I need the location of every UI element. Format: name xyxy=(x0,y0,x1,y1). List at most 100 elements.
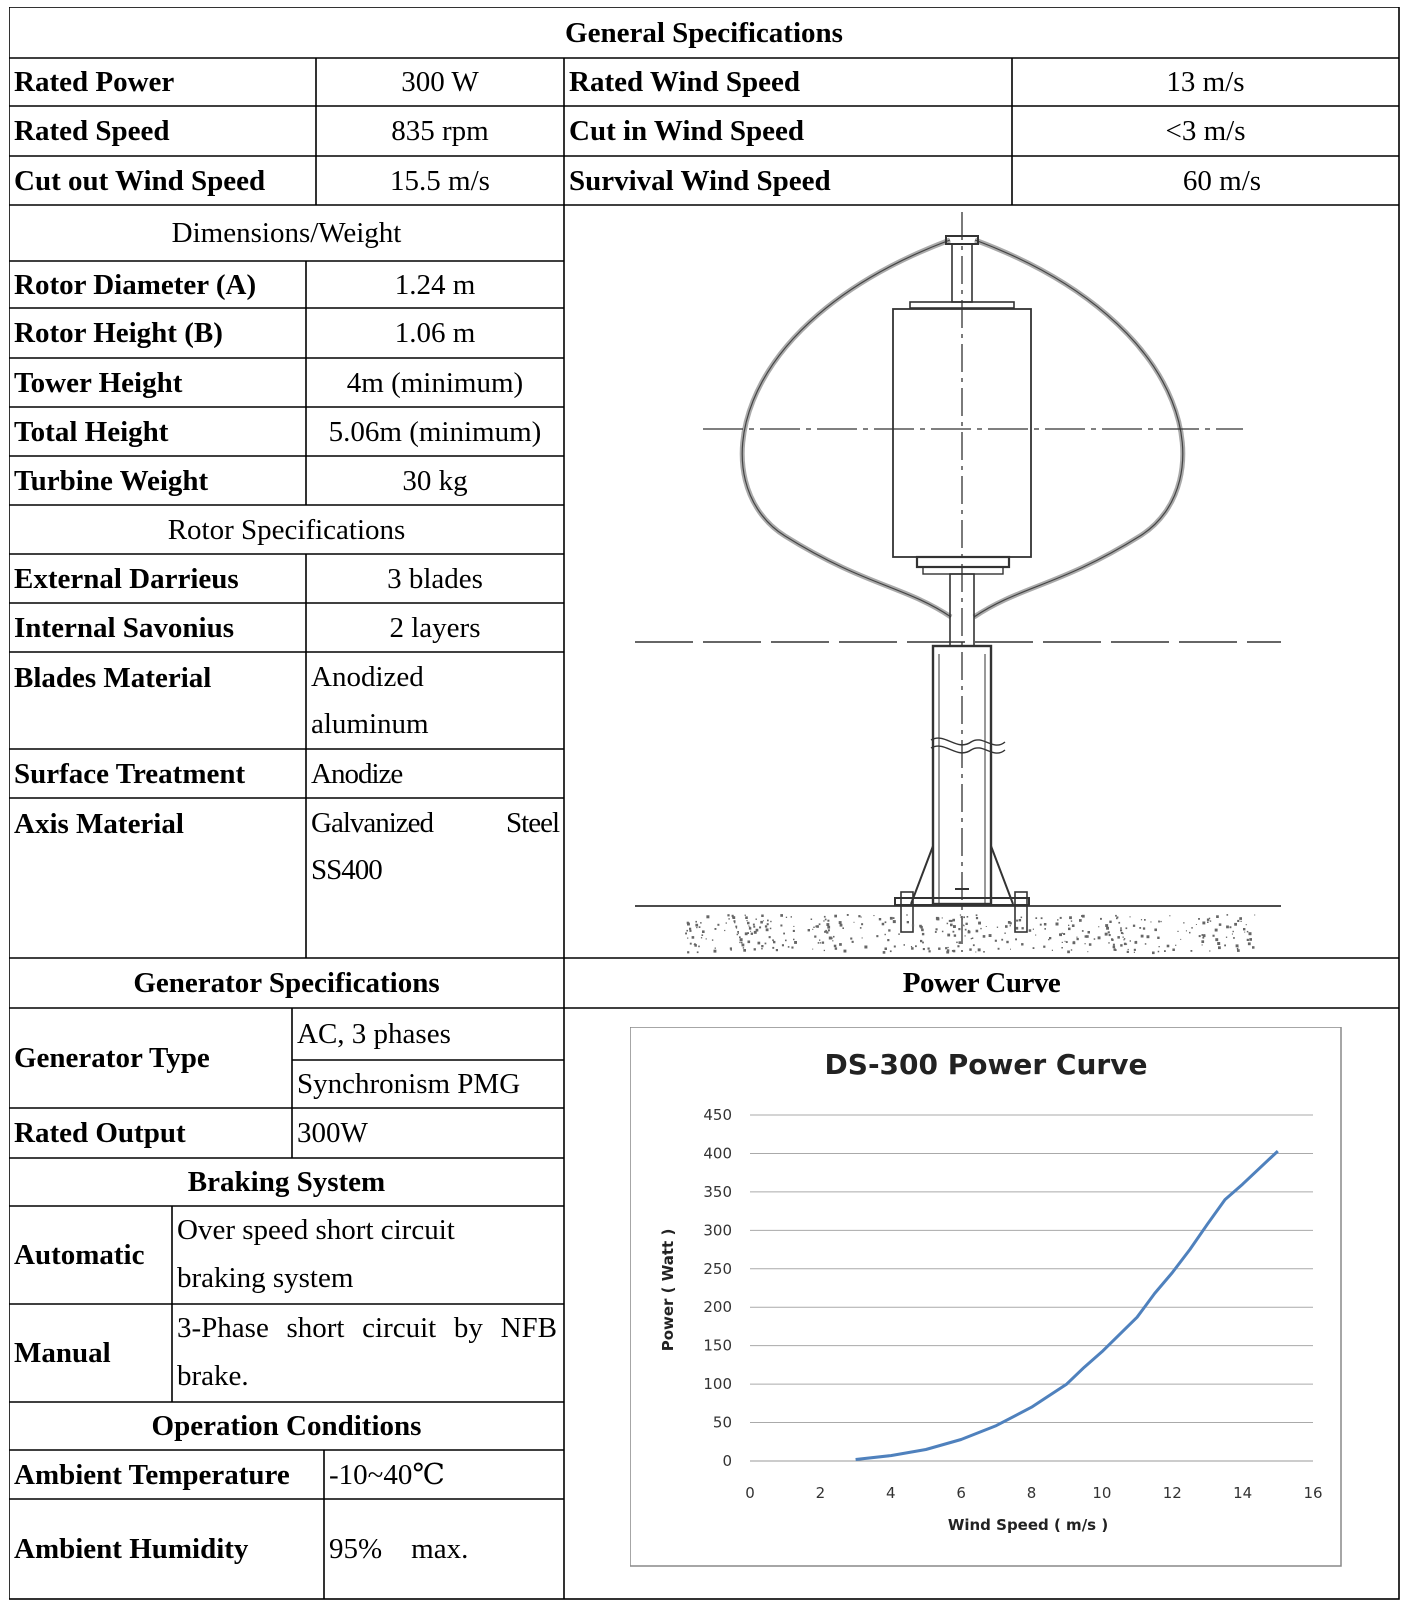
gravel-speck xyxy=(968,930,971,933)
gravel-speck xyxy=(947,949,950,952)
gravel-speck xyxy=(1005,925,1008,928)
gravel-speck xyxy=(1123,939,1125,941)
ambient-humidity-value: 95% max. xyxy=(329,1533,469,1565)
gravel-speck xyxy=(953,934,957,937)
gravel-speck xyxy=(1239,917,1242,920)
gravel-speck xyxy=(884,947,887,950)
gravel-speck xyxy=(947,933,951,937)
gravel-speck xyxy=(1113,948,1116,951)
gravel-speck xyxy=(1117,936,1120,939)
automatic-label: Automatic xyxy=(14,1239,145,1271)
gravel-speck xyxy=(745,916,748,919)
gravel-speck xyxy=(1015,926,1019,930)
gravel-speck xyxy=(887,939,890,942)
gravel-speck xyxy=(1048,938,1050,941)
foundation-gravel xyxy=(685,914,1256,955)
gravel-speck xyxy=(1146,935,1150,939)
gravel-speck xyxy=(769,927,772,930)
gravel-speck xyxy=(748,925,750,927)
gravel-speck xyxy=(713,949,717,953)
gravel-speck xyxy=(1183,922,1185,924)
general-specs-title: General Specifications xyxy=(565,16,843,49)
gravel-speck xyxy=(1191,927,1193,929)
gravel-speck xyxy=(765,928,769,932)
gravel-speck xyxy=(1009,922,1012,925)
y-tick-label: 350 xyxy=(703,1183,732,1201)
x-tick-label: 2 xyxy=(816,1484,826,1502)
table-border xyxy=(9,7,1400,1600)
gravel-speck xyxy=(1152,951,1155,955)
gravel-speck xyxy=(817,942,820,944)
gravel-speck xyxy=(767,919,769,922)
gravel-speck xyxy=(698,926,701,928)
gravel-speck xyxy=(827,929,830,932)
generator-specs-title: Generator Specifications xyxy=(133,967,440,999)
gravel-speck xyxy=(1140,919,1143,921)
gravel-speck xyxy=(775,949,778,952)
external-darrieus-label: External Darrieus xyxy=(14,562,239,595)
generator-type-value-2: Synchronism PMG xyxy=(297,1068,521,1100)
gravel-speck xyxy=(1035,917,1038,919)
gravel-speck xyxy=(1133,951,1135,953)
gravel-speck xyxy=(791,946,794,949)
bottom-plate xyxy=(915,555,1011,569)
gravel-speck xyxy=(1081,914,1085,918)
gravel-speck xyxy=(1189,931,1191,934)
gravel-speck xyxy=(1166,944,1170,948)
gravel-speck xyxy=(739,941,741,944)
gravel-speck xyxy=(975,929,979,933)
gravel-speck xyxy=(911,924,915,927)
gravel-speck xyxy=(821,941,825,944)
gravel-speck xyxy=(1216,915,1219,918)
gravel-speck xyxy=(695,920,697,923)
gravel-speck xyxy=(1106,926,1109,930)
gravel-speck xyxy=(705,938,707,940)
gravel-speck xyxy=(994,939,997,942)
gravel-speck xyxy=(1142,927,1146,930)
y-tick-label: 250 xyxy=(703,1260,732,1278)
gravel-speck xyxy=(1144,919,1146,921)
gravel-speck xyxy=(1172,948,1175,951)
gravel-speck xyxy=(1129,916,1131,918)
gravel-speck xyxy=(1244,931,1246,933)
gravel-speck xyxy=(1076,936,1078,938)
gravel-speck xyxy=(733,920,736,923)
gravel-speck xyxy=(1218,923,1222,926)
gravel-speck xyxy=(928,950,931,953)
generator-type-label: Generator Type xyxy=(14,1042,210,1074)
gravel-speck xyxy=(997,947,1000,950)
gravel-speck xyxy=(735,927,738,929)
y-tick-label: 400 xyxy=(703,1144,732,1162)
gravel-speck xyxy=(1247,942,1251,946)
y-tick-label: 200 xyxy=(703,1298,732,1316)
gravel-speck xyxy=(1055,922,1059,926)
gravel-speck xyxy=(1249,939,1251,941)
gravel-speck xyxy=(1097,936,1101,940)
power-curve-header: Power Curve xyxy=(902,967,1061,999)
gravel-speck xyxy=(1071,924,1075,927)
gravel-speck xyxy=(706,915,710,919)
gravel-speck xyxy=(1009,925,1011,927)
x-tick-label: 14 xyxy=(1233,1484,1252,1502)
gravel-speck xyxy=(772,939,774,942)
gravel-speck xyxy=(1043,923,1047,926)
gravel-speck xyxy=(794,941,797,944)
ambient-humidity-label: Ambient Humidity xyxy=(14,1533,249,1565)
gravel-speck xyxy=(972,944,975,947)
surface-treatment-value: Anodize xyxy=(311,757,403,790)
gravel-speck xyxy=(1201,944,1203,946)
gravel-speck xyxy=(1070,920,1073,922)
gravel-speck xyxy=(876,935,879,938)
gravel-speck xyxy=(1144,943,1147,945)
gravel-speck xyxy=(689,929,692,932)
axis-material-label: Axis Material xyxy=(14,808,184,840)
gravel-speck xyxy=(1134,941,1138,944)
turbine-drawing xyxy=(635,212,1281,955)
gravel-speck xyxy=(947,946,949,949)
gravel-speck xyxy=(982,935,986,938)
gravel-speck xyxy=(980,927,982,930)
gravel-speck xyxy=(1202,921,1206,925)
gravel-speck xyxy=(1079,919,1082,922)
gravel-speck xyxy=(884,933,886,936)
gravel-speck xyxy=(832,940,834,942)
